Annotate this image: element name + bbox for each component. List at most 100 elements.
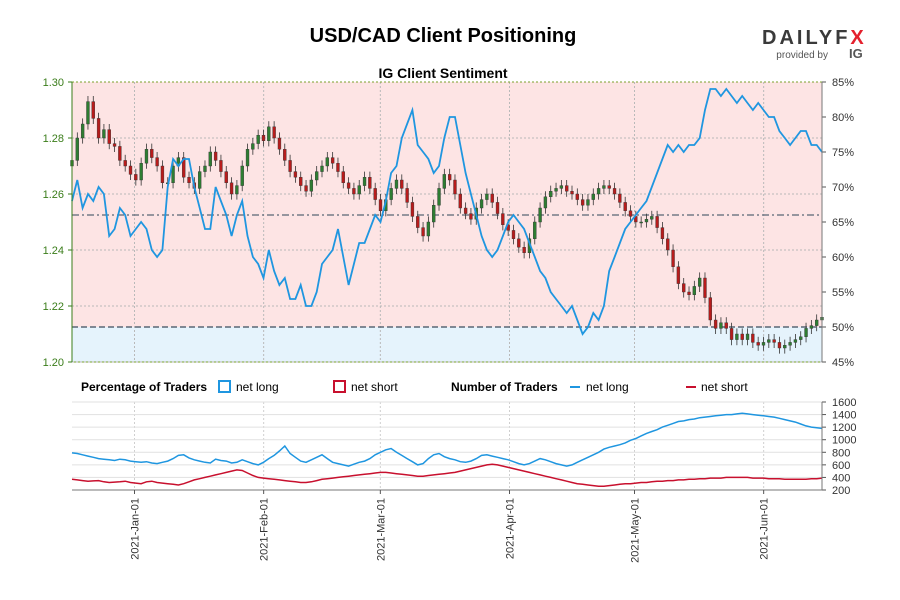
count-tick-label: 1000: [832, 435, 856, 447]
date-tick-label: 2021-Apr-01: [505, 498, 517, 559]
count-tick-label: 600: [832, 460, 850, 472]
candle: [362, 171, 367, 192]
candle: [501, 208, 505, 231]
candle: [357, 180, 361, 200]
candle: [740, 328, 744, 346]
reference-lines: [72, 214, 822, 328]
candle: [788, 336, 792, 351]
candle: [692, 280, 697, 301]
candle: [293, 166, 298, 183]
candle: [607, 180, 611, 194]
candle: [751, 328, 755, 348]
candle: [75, 132, 79, 166]
candle: [118, 140, 122, 166]
candle: [426, 216, 431, 242]
candle: [442, 168, 447, 194]
candle: [761, 336, 766, 351]
candle: [187, 171, 191, 189]
candle: [463, 202, 468, 220]
candle: [197, 166, 202, 194]
candle: [437, 182, 441, 211]
candle: [256, 129, 260, 150]
candle: [352, 182, 356, 200]
candle: [128, 160, 133, 180]
candle: [208, 146, 212, 172]
candle: [144, 143, 149, 169]
candle: [655, 210, 659, 234]
candle: [80, 118, 85, 144]
candle: [91, 96, 95, 124]
count-tick-label: 1600: [832, 397, 856, 409]
candle: [639, 216, 643, 228]
candle: [570, 185, 574, 200]
logo-letter: F: [835, 27, 850, 49]
candle: [405, 182, 409, 208]
net-short-zone: [72, 82, 822, 327]
price-tick-label: 1.26: [43, 189, 64, 201]
candle: [410, 196, 415, 222]
candle: [724, 317, 728, 334]
candle: [134, 168, 138, 186]
count-tick-label: 800: [832, 447, 850, 459]
percent-tick-label: 65%: [832, 217, 854, 229]
net-long-count-line: [71, 412, 823, 467]
legend: Percentage of Traders net long net short…: [81, 380, 748, 394]
chart-title: USD/CAD Client Positioning: [310, 25, 577, 47]
candle: [708, 292, 712, 326]
candle: [628, 205, 633, 222]
candle: [804, 322, 808, 343]
candle: [123, 154, 127, 172]
candle: [469, 208, 473, 225]
net-short-count-line: [71, 463, 823, 487]
price-axis: 1.20 1.22 1.24 1.26 1.28 1.30: [43, 77, 73, 369]
date-tick-label: 2021-Jan-01: [130, 498, 142, 560]
price-tick-label: 1.24: [43, 245, 64, 257]
logo-letter: I: [797, 27, 806, 49]
candle: [150, 143, 154, 164]
net-long-zone: [72, 327, 822, 362]
candle: [171, 160, 175, 189]
candle: [793, 334, 798, 348]
candle: [235, 180, 239, 200]
candle: [272, 121, 276, 144]
legend-net-short-pct: net short: [351, 380, 398, 394]
candle: [378, 194, 383, 217]
candle: [139, 157, 143, 186]
price-tick-label: 1.22: [43, 301, 64, 313]
candle: [261, 129, 266, 147]
candle: [107, 124, 111, 150]
candle: [618, 188, 622, 208]
candle: [559, 180, 564, 194]
candle: [400, 174, 404, 194]
candle: [495, 196, 500, 220]
candle: [602, 180, 606, 194]
candle: [676, 261, 681, 290]
candle: [719, 317, 723, 334]
candle: [735, 328, 739, 346]
main-panel: 1.20 1.22 1.24 1.26 1.28 1.30 45% 50% 55% 60% 65%…: [43, 77, 855, 369]
percent-tick-label: 70%: [832, 182, 854, 194]
legend-net-long-swatch: [218, 380, 231, 393]
percent-tick-label: 75%: [832, 147, 854, 159]
date-tick-label: 2021-Mar-01: [375, 498, 387, 561]
trader-count-grid: [72, 401, 822, 491]
price-tick-label: 1.28: [43, 133, 64, 145]
percent-tick-label: 45%: [832, 357, 854, 369]
candle: [729, 322, 734, 346]
percent-tick-label: 50%: [832, 322, 854, 334]
candle: [304, 180, 308, 197]
dailyfx-logo: DAILYFX provided by IG: [762, 27, 864, 61]
legend-number-title: Number of Traders: [451, 380, 558, 394]
candle: [102, 124, 106, 144]
candle: [229, 177, 234, 200]
date-tick-label: 2021-May-01: [630, 498, 642, 563]
candle: [315, 166, 319, 186]
candle: [389, 182, 393, 206]
candle: [203, 160, 207, 178]
candle: [453, 174, 457, 200]
candle: [421, 222, 425, 242]
candle: [650, 210, 654, 225]
legend-net-short-swatch: [333, 380, 346, 393]
candle: [346, 177, 351, 194]
candle: [772, 334, 776, 348]
